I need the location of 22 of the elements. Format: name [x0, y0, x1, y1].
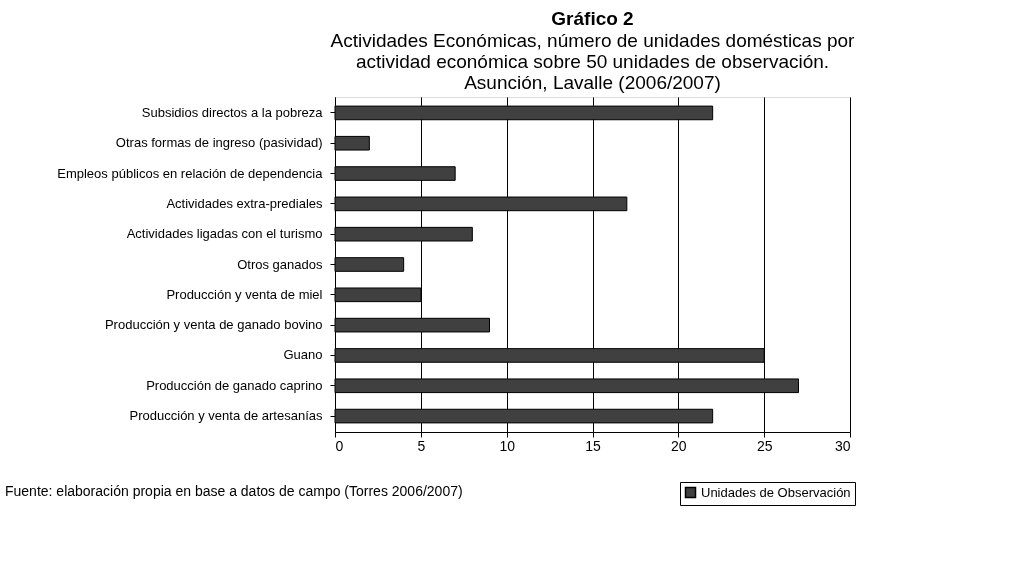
x-tick-label: 0	[335, 437, 344, 454]
y-tick-label: Actividades ligadas con el turismo	[126, 226, 323, 242]
y-tick-label: Otros ganados	[237, 256, 323, 272]
x-tick-label: 10	[499, 437, 516, 454]
x-tick-label: 30	[834, 437, 851, 454]
legend-label: Unidades de Observación	[701, 484, 851, 500]
chart-title: Gráfico 2	[551, 8, 634, 29]
y-tick-label: Producción de ganado caprino	[146, 377, 323, 393]
chart-subtitle: Actividades Económicas, número de unidades domésticas por actividad económica sobre 50 unidades de observación. Asunción, Lavalle (2006/2007)	[330, 30, 856, 93]
y-tick-label: Producción y venta de miel	[166, 286, 323, 302]
source-note: Fuente: elaboración propia en base a datos de campo (Torres 2006/2007)	[5, 483, 463, 499]
y-tick-label: Producción y venta de artesanías	[129, 408, 323, 424]
x-tick-label: 25	[756, 437, 773, 454]
x-tick-label: 5	[417, 437, 426, 454]
y-tick-label: Otras formas de ingreso (pasividad)	[115, 135, 323, 151]
y-tick-label: Subsidios directos a la pobreza	[141, 104, 324, 120]
y-tick-label: Guano	[283, 347, 323, 363]
x-tick-label: 20	[671, 437, 687, 454]
y-tick-label: Producción y venta de ganado bovino	[104, 317, 323, 333]
y-tick-label: Empleos públicos en relación de dependencia	[57, 165, 324, 181]
x-tick-label: 15	[585, 437, 601, 454]
y-tick-label: Actividades extra-prediales	[166, 195, 323, 211]
